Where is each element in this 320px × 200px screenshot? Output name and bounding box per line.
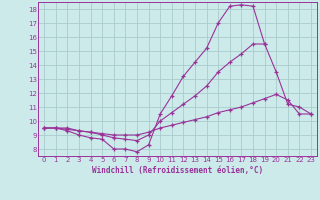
X-axis label: Windchill (Refroidissement éolien,°C): Windchill (Refroidissement éolien,°C) <box>92 166 263 175</box>
